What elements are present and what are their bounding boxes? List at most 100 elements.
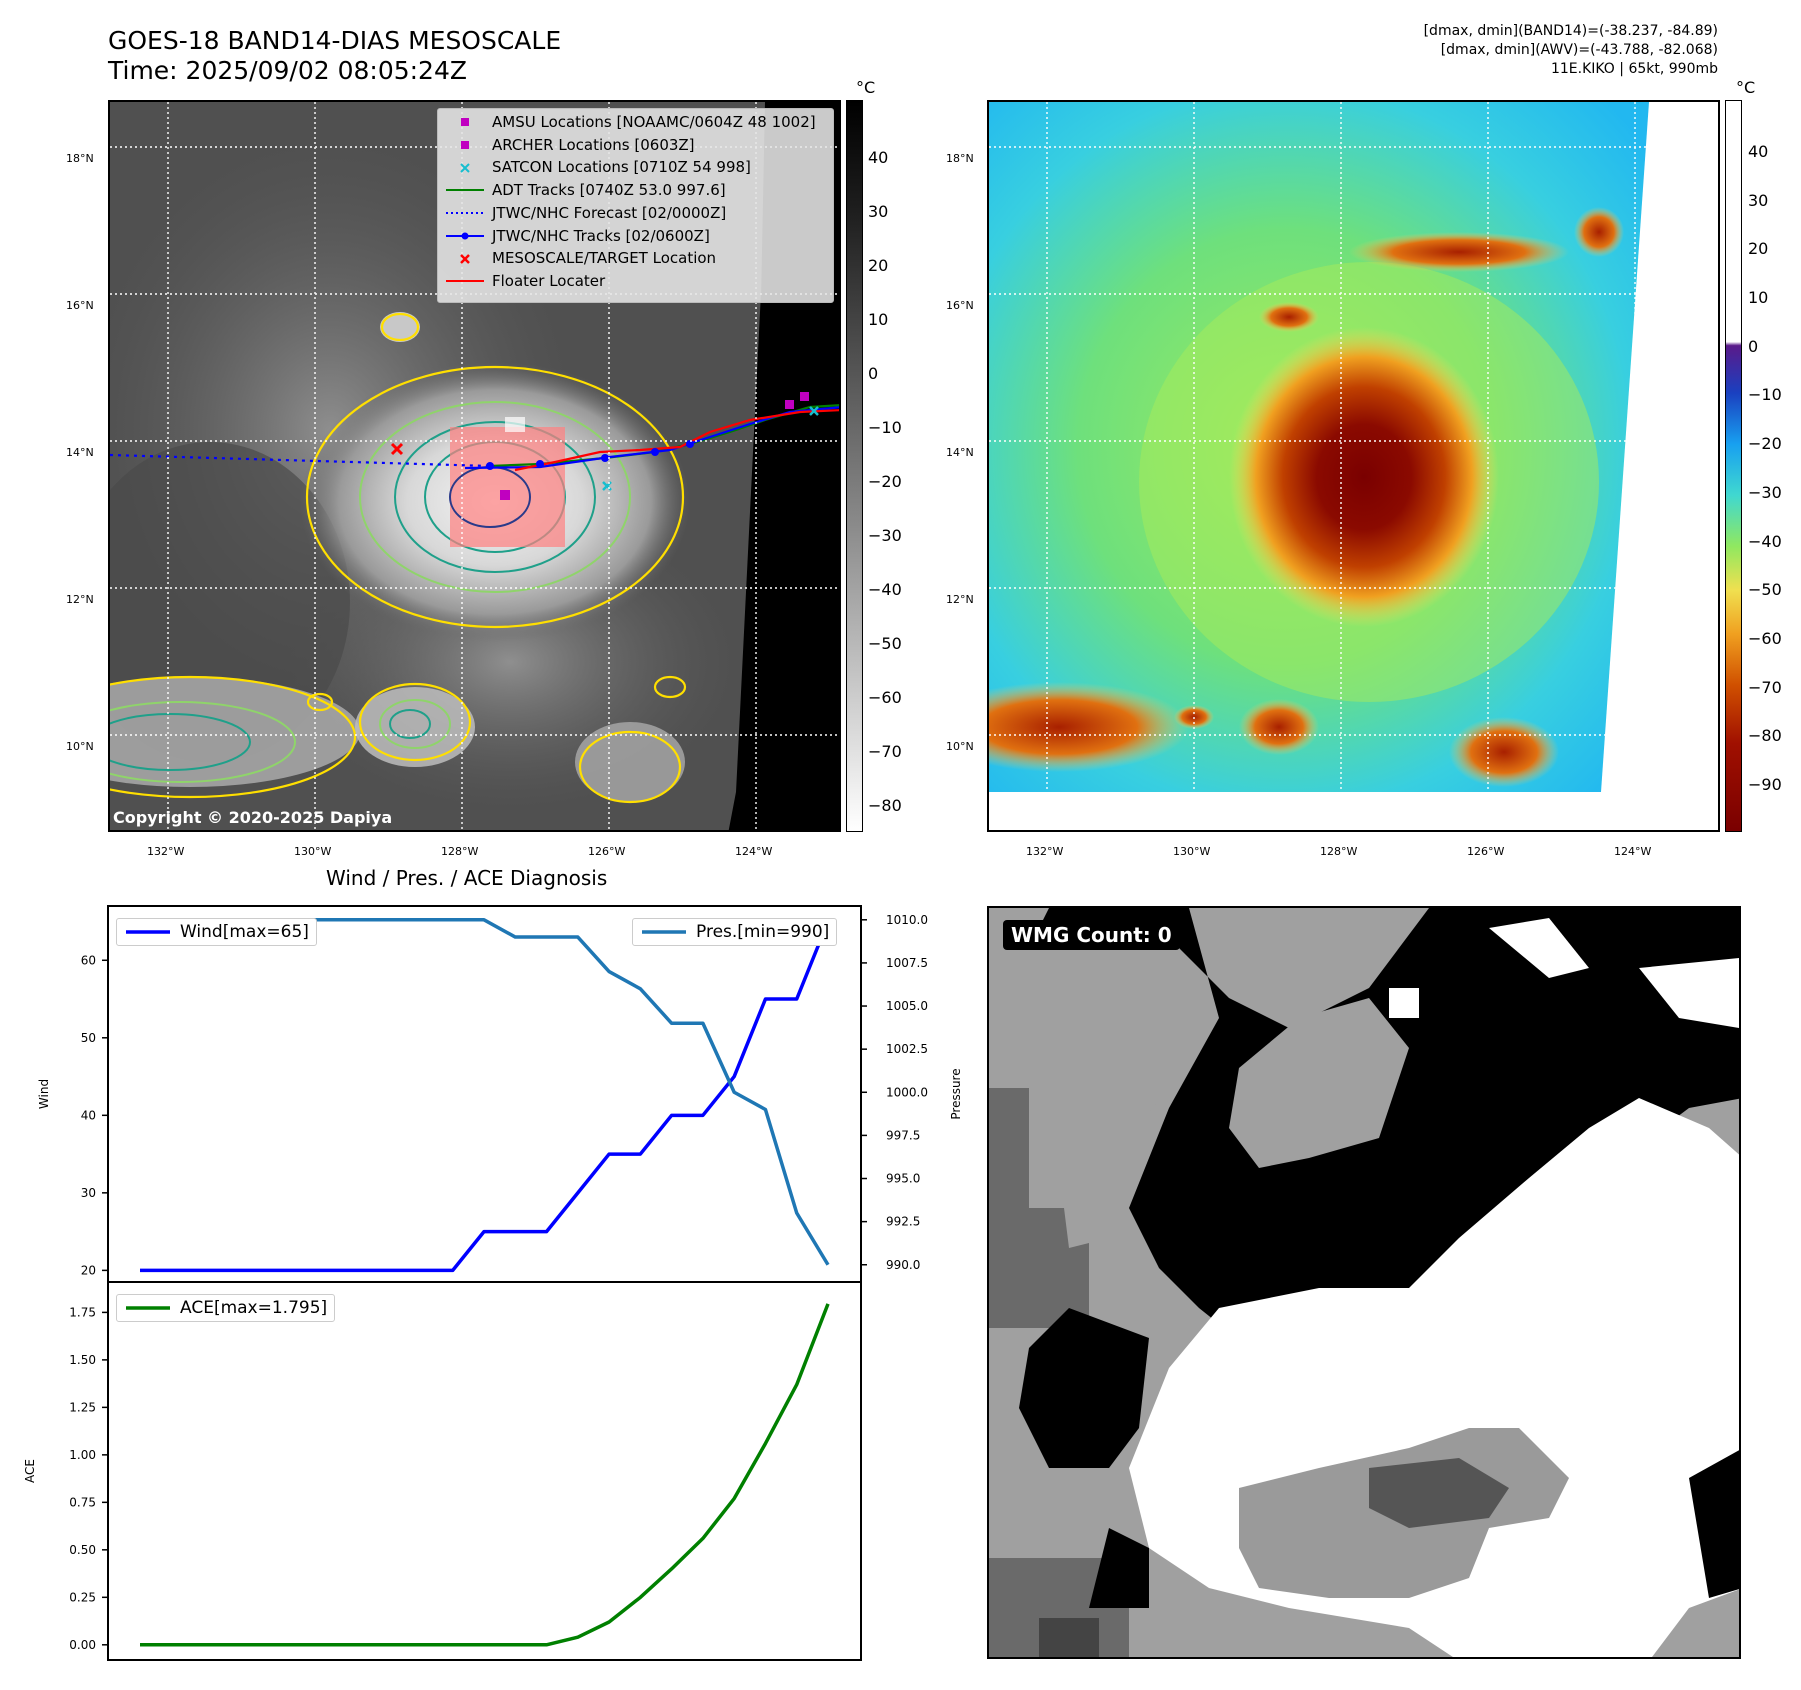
color-tick: −80 [1748,726,1782,745]
legend-item-archer: ARCHER Locations [0603Z] [444,134,827,157]
pressure-tick-label: 997.5 [886,1128,920,1142]
color-tick: −70 [1748,678,1782,697]
lon-label-126w: 126°W [588,845,626,858]
line-dot-icon [446,232,484,240]
lon-label-126w: 126°W [1467,845,1505,858]
lon-label-128w: 128°W [1320,845,1358,858]
wind-tick-label: 20 [81,1263,96,1277]
lon-label-124w: 124°W [735,845,773,858]
color-tick: 0 [1748,337,1759,356]
ace-tick-label: 1.50 [69,1353,96,1367]
pressure-series-line [140,918,830,1266]
gray-colorbar-ticks: 40 30 20 10 0 −10 −20 −30 −40 −50 −60 −7… [868,100,918,832]
lon-label-132w: 132°W [147,845,185,858]
lat-label-12n: 12°N [66,593,94,606]
gray-tick: −40 [868,580,902,599]
color-tick: −60 [1748,629,1782,648]
lat-label-16n: 16°N [66,299,94,312]
wmg-map: WMG Count: 0 [987,906,1741,1659]
lat-label-18n: 18°N [946,152,974,165]
color-tick: −50 [1748,580,1782,599]
info-block: [dmax, dmin](BAND14)=(-38.237, -84.89) [… [1424,22,1718,79]
line-marker-icon [446,189,484,192]
color-tick: −90 [1748,775,1782,794]
ace-plot: 1.75 1.50 1.25 1.00 0.75 0.50 0.25 0.00 ACE [23,1281,862,1661]
lon-label-130w: 130°W [294,845,332,858]
diagnosis-chart: 60 50 40 30 20 Wind 1010.0 1007.5 1005.0 1002.5 10… [23,905,963,1661]
legend-item-forecast: JTWC/NHC Forecast [02/0000Z] [444,202,827,225]
ace-legend: ACE[max=1.795] [116,1294,336,1322]
x-marker-icon [460,253,470,264]
color-colorbar-ticks: 40 30 20 10 0 −10 −20 −30 −40 −50 −60 −7… [1748,100,1798,832]
info-band14: [dmax, dmin](BAND14)=(-38.237, -84.89) [1423,23,1718,39]
gray-tick: −30 [868,526,902,545]
gray-tick: 40 [868,148,889,167]
legend-item-satcon: SATCON Locations [0710Z 54 998] [444,156,827,179]
ace-frame [107,1281,862,1661]
lat-label-16n: 16°N [946,299,974,312]
wind-line-icon [126,930,170,934]
ace-tick-label: 1.00 [69,1448,96,1462]
legend-item-floater: Floater Locater [444,270,827,293]
color-tick: 20 [1748,239,1769,258]
wind-pressure-plot: 60 50 40 30 20 Wind 1010.0 1007.5 1005.0 1002.5 10… [37,905,963,1283]
ace-series-line [140,1303,830,1647]
square-marker-icon [461,141,469,150]
gray-tick: 0 [868,364,879,383]
info-storm: 11E.KIKO | 65kt, 990mb [1550,61,1718,77]
lat-label-10n: 10°N [66,740,94,753]
legend-item-tracks: JTWC/NHC Tracks [02/0600Z] [444,225,827,248]
pressure-tick-label: 990.0 [886,1258,920,1272]
pressure-axis-label: Pressure [949,1068,963,1119]
ace-tick-label: 1.25 [69,1400,96,1414]
gray-tick: −10 [868,418,902,437]
color-tick: 40 [1748,142,1769,161]
info-awv: [dmax, dmin](AWV)=(-43.788, -82.068) [1440,42,1718,58]
wind-tick-label: 60 [81,953,96,967]
figure-time: Time: 2025/09/02 08:05:24Z [108,56,467,85]
wind-tick-label: 30 [81,1186,96,1200]
color-colorbar [1725,100,1742,832]
gray-tick: 30 [868,202,889,221]
legend-item-target: MESOSCALE/TARGET Location [444,247,827,270]
gray-tick: −70 [868,742,902,761]
square-marker-icon [461,118,469,127]
gray-tick: 10 [868,310,889,329]
x-marker-icon [460,163,470,173]
wind-tick-label: 40 [81,1108,96,1122]
ace-tick-label: 1.75 [69,1305,96,1319]
gray-tick: −60 [868,688,902,707]
ir-color-image [989,102,1718,830]
dotted-line-icon [446,212,484,215]
color-tick: −40 [1748,532,1782,551]
legend-item-adt: ADT Tracks [0740Z 53.0 997.6] [444,179,827,202]
ir-color-map [987,100,1720,832]
legend-item-amsu: AMSU Locations [NOAAMC/0604Z 48 1002] [444,111,827,134]
ace-legend-label: ACE[max=1.795] [180,1298,328,1318]
gray-colorbar-unit: °C [856,78,876,97]
lon-label-130w: 130°W [1173,845,1211,858]
lat-label-10n: 10°N [946,740,974,753]
gray-tick: −80 [868,796,902,815]
ace-tick-label: 0.00 [69,1638,96,1652]
ace-line-icon [126,1306,170,1310]
wmg-image [989,908,1739,1657]
copyright-text: Copyright © 2020-2025 Dapiya [113,808,393,827]
wind-legend: Wind[max=65] [116,918,317,946]
wind-pressure-frame [107,905,862,1283]
color-colorbar-unit: °C [1736,78,1756,97]
gray-colorbar [846,100,863,832]
color-tick: −20 [1748,434,1782,453]
wind-axis-label: Wind [37,1079,51,1109]
diagnosis-title: Wind / Pres. / ACE Diagnosis [326,866,608,890]
pressure-tick-label: 1005.0 [886,999,928,1013]
gray-tick: −20 [868,472,902,491]
pressure-tick-label: 1000.0 [886,1085,928,1099]
figure-title: GOES-18 BAND14-DIAS MESOSCALE [108,26,562,55]
pressure-tick-label: 1010.0 [886,913,928,927]
color-tick: 10 [1748,288,1769,307]
map-legend: AMSU Locations [NOAAMC/0604Z 48 1002] AR… [437,108,834,303]
pressure-legend: Pres.[min=990] [632,918,838,946]
lat-label-14n: 14°N [946,446,974,459]
wind-tick-label: 50 [81,1031,96,1045]
